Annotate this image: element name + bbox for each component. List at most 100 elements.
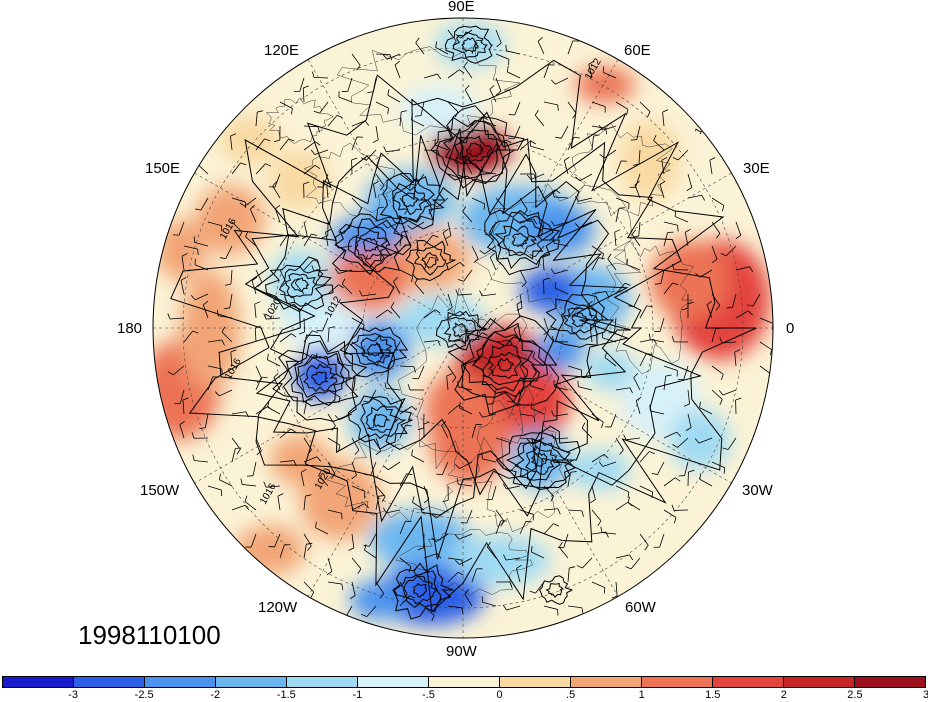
wind-barb bbox=[351, 341, 364, 356]
wind-barb bbox=[372, 125, 379, 143]
colorbar-tick-label: -.5 bbox=[422, 689, 435, 701]
wind-barb bbox=[607, 253, 617, 271]
wind-barb bbox=[663, 431, 682, 439]
pressure-contour bbox=[412, 582, 428, 598]
wind-barb bbox=[351, 461, 357, 480]
wind-barb bbox=[495, 29, 502, 48]
wind-barb bbox=[654, 317, 665, 333]
wind-barb bbox=[471, 423, 482, 439]
wind-barb bbox=[399, 406, 417, 415]
pressure-contour bbox=[506, 431, 575, 491]
wind-barb bbox=[711, 221, 721, 239]
wind-barb bbox=[207, 365, 223, 375]
wind-barb bbox=[513, 324, 521, 343]
wind-barb bbox=[384, 382, 401, 391]
wind-barb bbox=[263, 313, 281, 320]
wind-barb bbox=[231, 197, 246, 209]
wind-barb bbox=[447, 29, 457, 47]
wind-barb bbox=[293, 77, 305, 92]
wind-barb bbox=[519, 140, 536, 151]
wind-barb bbox=[375, 437, 382, 456]
wind-barb bbox=[303, 437, 312, 455]
wind-barb bbox=[447, 571, 464, 583]
wind-barb bbox=[481, 452, 497, 463]
wind-barb bbox=[302, 85, 309, 103]
anomaly-region bbox=[220, 115, 280, 165]
wind-barb bbox=[273, 125, 281, 143]
wind-barb bbox=[349, 581, 356, 600]
wind-barb bbox=[321, 221, 329, 239]
wind-barb bbox=[543, 523, 560, 535]
wind-barb bbox=[671, 504, 689, 511]
wind-barb bbox=[599, 149, 617, 159]
wind-barb bbox=[313, 101, 329, 114]
wind-barb bbox=[551, 456, 569, 463]
wind-barb bbox=[315, 353, 329, 367]
wind-barb bbox=[687, 194, 706, 201]
wind-barb bbox=[479, 245, 497, 255]
wind-barb bbox=[598, 125, 617, 131]
wind-barb bbox=[711, 245, 718, 264]
coastline bbox=[474, 182, 642, 318]
wind-barb bbox=[471, 355, 488, 367]
wind-barb bbox=[615, 554, 634, 561]
lon-label-150e: 150E bbox=[145, 160, 181, 177]
pressure-contour bbox=[414, 246, 447, 276]
wind-barb bbox=[550, 268, 569, 275]
wind-barb bbox=[411, 113, 425, 127]
wind-barb bbox=[455, 557, 473, 565]
anomaly-region bbox=[235, 525, 305, 575]
wind-barb bbox=[615, 101, 629, 116]
colorbar-swatch bbox=[74, 677, 145, 687]
wind-barb bbox=[239, 197, 257, 207]
pressure-contour bbox=[264, 256, 334, 312]
colorbar-tick-label: 2.5 bbox=[847, 689, 863, 701]
colorbar-tick-label: -2 bbox=[210, 689, 221, 701]
wind-barb bbox=[653, 134, 665, 151]
wind-barb bbox=[734, 349, 741, 367]
wind-barb bbox=[480, 165, 497, 175]
pressure-contour bbox=[339, 326, 409, 378]
wind-barb bbox=[543, 64, 555, 79]
wind-barb bbox=[711, 327, 722, 343]
wind-barb bbox=[639, 305, 653, 319]
pressure-contour bbox=[557, 300, 603, 340]
wind-barb bbox=[359, 290, 377, 297]
wind-barb bbox=[567, 509, 584, 517]
wind-barb bbox=[455, 289, 473, 296]
wind-barb bbox=[591, 454, 609, 463]
pressure-contour bbox=[291, 352, 353, 407]
wind-barb bbox=[447, 365, 457, 383]
pressure-contour bbox=[366, 343, 384, 357]
pressure-contour bbox=[525, 445, 557, 475]
pressure-contour bbox=[253, 128, 632, 523]
pressure-contour bbox=[494, 217, 544, 260]
wind-barb bbox=[639, 533, 649, 551]
wind-barb bbox=[626, 258, 641, 271]
wind-barb bbox=[363, 389, 377, 403]
wind-barb bbox=[375, 173, 385, 191]
pressure-contour bbox=[435, 310, 487, 351]
coastline bbox=[326, 439, 473, 523]
wind-barb bbox=[486, 485, 497, 501]
colorbar-swatch bbox=[145, 677, 216, 687]
wind-barb bbox=[181, 253, 188, 271]
colorbar-tick-label: -1.5 bbox=[276, 689, 296, 701]
wind-barb bbox=[543, 508, 561, 515]
wind-barb bbox=[711, 293, 721, 311]
wind-barb bbox=[530, 379, 545, 391]
wind-barb bbox=[351, 503, 370, 511]
colorbar bbox=[2, 676, 926, 688]
wind-barb bbox=[495, 139, 512, 151]
wind-barb bbox=[375, 495, 385, 511]
wind-barb bbox=[719, 337, 737, 344]
wind-barb bbox=[535, 221, 545, 237]
meridian-line bbox=[194, 172, 732, 484]
meridian-line bbox=[307, 59, 619, 597]
wind-barb bbox=[254, 325, 261, 343]
pressure-contour bbox=[496, 357, 515, 372]
wind-barb bbox=[649, 333, 665, 343]
wind-barb bbox=[279, 460, 297, 467]
wind-barb bbox=[423, 605, 435, 622]
wind-barb bbox=[687, 469, 695, 487]
